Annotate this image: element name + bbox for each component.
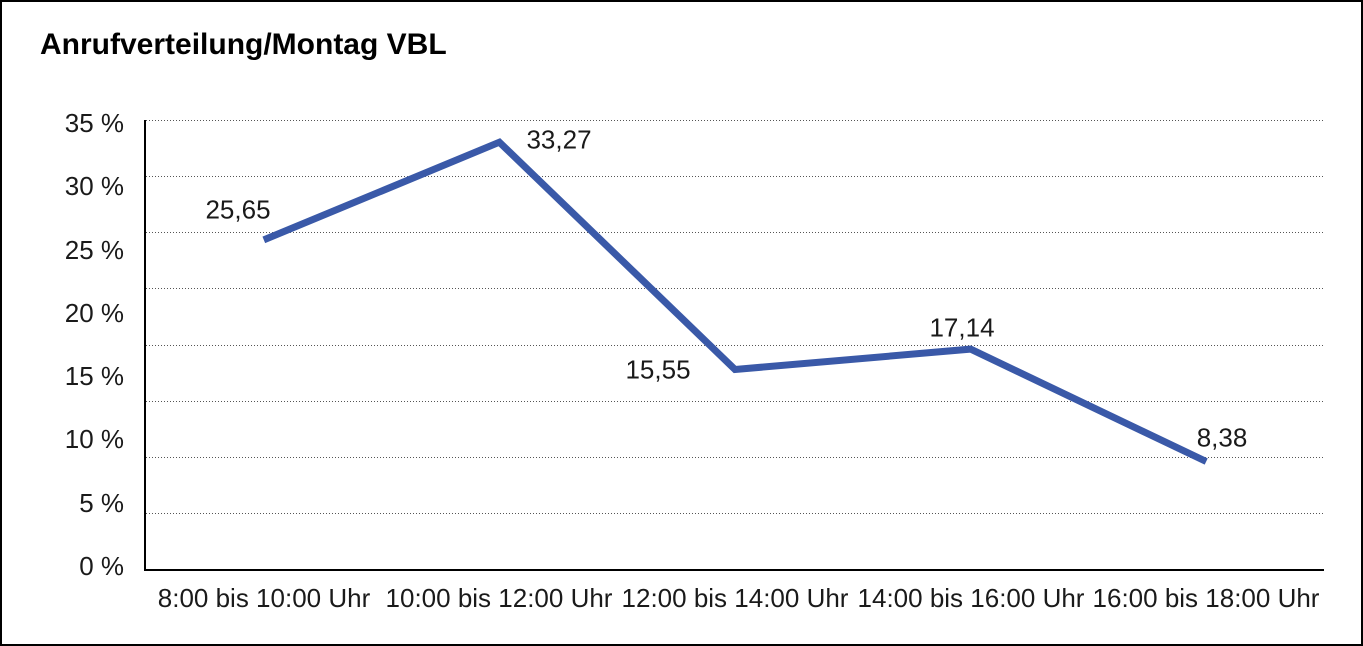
data-point-label: 33,27 (526, 124, 592, 155)
x-axis-label: 16:00 bis 18:00 Uhr (1092, 583, 1320, 613)
data-point-label: 8,38 (1196, 422, 1248, 453)
y-axis-label: 25 % (64, 235, 124, 265)
y-axis-label: 20 % (64, 298, 124, 328)
y-axis-label: 30 % (64, 171, 124, 201)
y-axis-label: 15 % (64, 361, 124, 391)
chart-title: Anrufverteilung/Montag VBL (40, 28, 447, 61)
y-axis-label: 10 % (64, 424, 124, 454)
gridline (146, 345, 1324, 346)
y-axis-line (144, 120, 146, 571)
x-axis-line (144, 569, 1324, 571)
data-point-label: 17,14 (929, 312, 995, 343)
gridline (146, 401, 1324, 402)
gridline (146, 288, 1324, 289)
gridline (146, 513, 1324, 514)
y-axis-label: 0 % (79, 551, 124, 581)
data-point-label: 25,65 (205, 194, 271, 225)
line-series-layer (262, 138, 1208, 465)
gridline (146, 457, 1324, 458)
series-line (262, 138, 1208, 465)
gridline (146, 232, 1324, 233)
x-axis-label: 10:00 bis 12:00 Uhr (385, 583, 613, 613)
data-point-label: 15,55 (625, 354, 691, 385)
x-axis-label: 12:00 bis 14:00 Uhr (621, 583, 849, 613)
gridline (146, 176, 1324, 177)
x-axis-label: 8:00 bis 10:00 Uhr (157, 583, 371, 613)
gridline (146, 120, 1324, 121)
y-axis-label: 5 % (79, 488, 124, 518)
x-axis-label: 14:00 bis 16:00 Uhr (857, 583, 1085, 613)
plot-area (144, 120, 1324, 571)
y-axis-label: 35 % (64, 108, 124, 138)
